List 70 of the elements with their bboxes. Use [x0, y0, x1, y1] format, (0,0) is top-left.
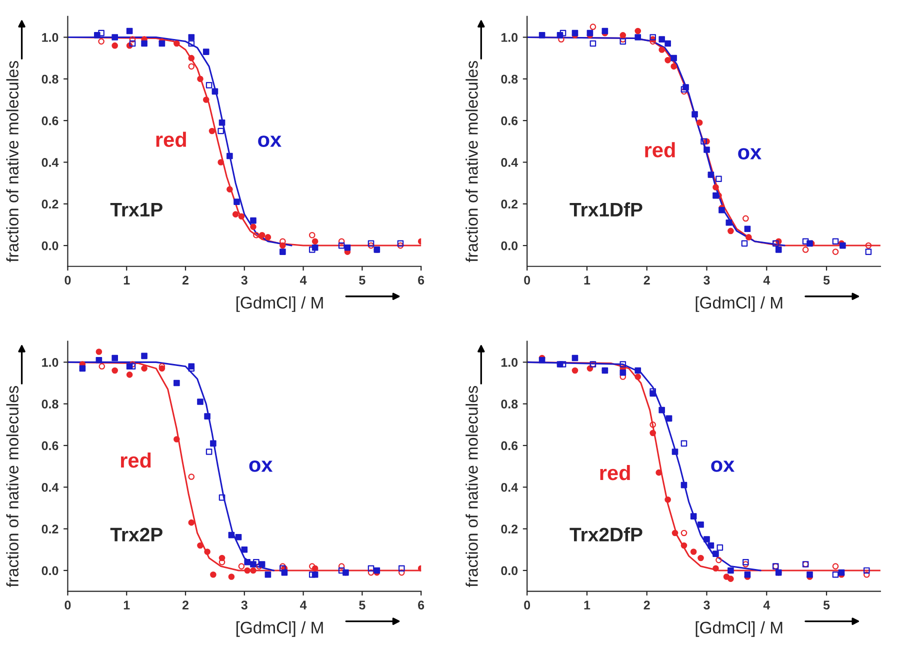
- y-tick-label: 0.2: [42, 524, 58, 534]
- y-tick-label: 0.4: [501, 482, 518, 492]
- y-tick-label: 0.6: [501, 441, 518, 450]
- x-axis-title: [GdmCl] / M: [696, 296, 782, 312]
- x-axis-title: [GdmCl] / M: [696, 621, 782, 637]
- y-tick-label: 0.6: [42, 441, 58, 450]
- series-label: red: [645, 142, 675, 158]
- x-tick-label: 1: [584, 600, 590, 610]
- y-tick-label: 0.8: [42, 74, 58, 84]
- y-tick-label: 0.2: [501, 524, 518, 534]
- series-label: ox: [738, 148, 762, 160]
- y-tick-label: 0.4: [42, 158, 59, 167]
- annotation: Trx2P: [110, 528, 162, 542]
- series-label: red: [156, 132, 186, 147]
- series-label: red: [600, 464, 630, 480]
- y-tick-label: 0.0: [501, 566, 518, 576]
- x-tick-label: 0: [64, 276, 71, 285]
- x-tick-label: 1: [584, 276, 590, 284]
- x-tick-label: 4: [300, 600, 307, 610]
- y-tick-label: 1.0: [501, 358, 518, 367]
- x-tick-label: 0: [524, 276, 530, 285]
- annotation: Trx1DfP: [570, 202, 642, 216]
- x-tick-label: 3: [241, 276, 248, 285]
- y-tick-label: 0.8: [42, 400, 58, 408]
- x-tick-label: 4: [300, 276, 307, 284]
- x-tick-label: 1: [124, 276, 130, 284]
- x-tick-label: 4: [763, 276, 770, 284]
- x-tick-label: 5: [359, 276, 366, 285]
- x-tick-label: 4: [763, 600, 770, 610]
- x-tick-label: 3: [241, 600, 248, 610]
- y-tick-label: 1.0: [501, 33, 518, 42]
- x-tick-label: 3: [704, 600, 710, 610]
- series-label: ox: [711, 460, 735, 472]
- x-tick-label: 5: [823, 600, 830, 610]
- x-axis-title: [GdmCl] / M: [236, 296, 323, 312]
- x-tick-label: 1: [124, 600, 130, 610]
- x-tick-label: 3: [704, 276, 710, 285]
- series-label: red: [120, 452, 151, 468]
- y-tick-label: 0.6: [42, 116, 58, 126]
- y-tick-label: 1.0: [42, 33, 58, 42]
- x-axis-title: [GdmCl] / M: [236, 621, 323, 637]
- y-tick-label: 1.0: [42, 358, 58, 367]
- x-tick-label: 2: [644, 276, 650, 284]
- x-tick-label: 2: [182, 276, 188, 284]
- y-tick-label: 0.4: [42, 482, 59, 492]
- y-tick-label: 0.0: [501, 241, 518, 250]
- x-tick-label: 2: [644, 600, 650, 610]
- x-tick-label: 5: [823, 276, 830, 285]
- y-tick-label: 0.6: [501, 116, 518, 126]
- series-label: ox: [249, 460, 273, 472]
- y-tick-label: 0.2: [501, 200, 518, 209]
- y-tick-label: 0.2: [42, 200, 58, 209]
- x-tick-label: 0: [524, 600, 530, 610]
- x-tick-label: 5: [359, 600, 366, 610]
- y-tick-label: 0.8: [501, 400, 518, 408]
- y-tick-label: 0.0: [42, 566, 58, 576]
- y-tick-label: 0.4: [501, 158, 518, 167]
- x-tick-label: 6: [418, 600, 424, 610]
- y-tick-label: 0.0: [42, 241, 58, 250]
- x-tick-label: 0: [64, 600, 71, 610]
- y-axis-title: fraction of native molecules: [6, 386, 18, 588]
- x-tick-label: 2: [182, 600, 188, 610]
- annotation: Trx1P: [110, 203, 162, 216]
- y-axis-title: fraction of native molecules: [6, 61, 18, 262]
- y-axis-title: fraction of native molecules: [466, 386, 478, 588]
- series-label: ox: [258, 136, 282, 147]
- annotation: Trx2DfP: [570, 527, 642, 542]
- y-tick-label: 0.8: [501, 74, 518, 84]
- y-axis-title: fraction of native molecules: [466, 61, 478, 262]
- x-tick-label: 6: [418, 276, 424, 285]
